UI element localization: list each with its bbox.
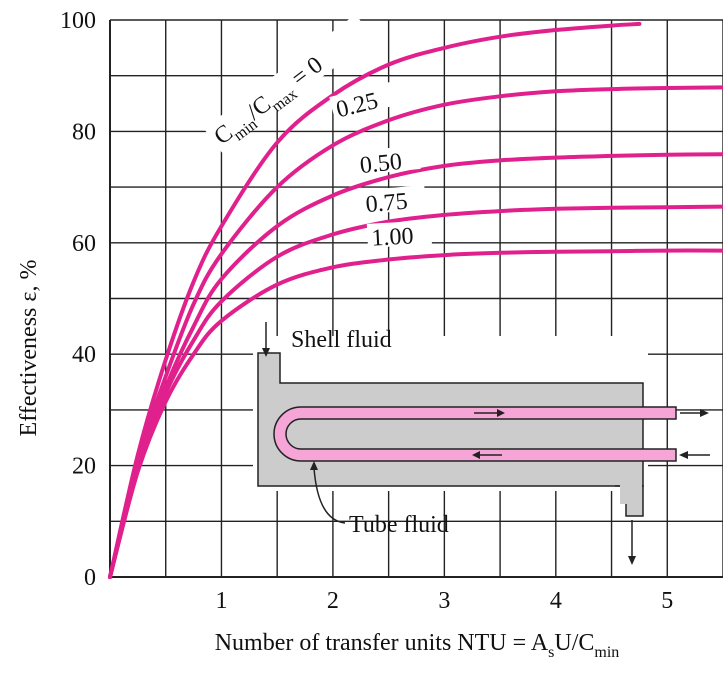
curve-label-backing (360, 185, 427, 215)
y-tick-label: 20 (72, 454, 96, 480)
curve-label-0: Cmin/Cmax = 0 (209, 52, 330, 154)
y-axis-label: Effectiveness ε, % (16, 260, 42, 437)
shell-inlet-arrow-head (262, 348, 270, 357)
y-tick-label: 40 (72, 342, 96, 368)
tick-labels: 1 2 3 4 5 0 20 40 60 80 100 (60, 8, 673, 614)
heat-exchanger-diagram: Shell fluid Tube fluid (253, 322, 710, 565)
u-tube (273, 406, 677, 462)
shell-fluid-label: Shell fluid (291, 327, 392, 353)
tube-outlet-arrow-head (700, 409, 709, 417)
shell-outlet-arrow-head (628, 556, 636, 565)
tube-inlet-arrow-head (679, 451, 688, 459)
x-axis-label: Number of transfer units NTU = AsU/Cmin (215, 630, 620, 661)
tube-fluid-leader-head (310, 461, 318, 470)
tube-flow-arrow-top-head (497, 409, 505, 417)
curves (108, 21, 723, 579)
curve-label-1.00: 1.00 (371, 223, 414, 251)
tube-fluid-leader (313, 467, 346, 524)
y-tick-label: 100 (60, 8, 96, 34)
shell-body-right-fill (620, 384, 642, 504)
x-tick-label: 3 (438, 588, 450, 614)
x-tick-label: 5 (661, 588, 673, 614)
series-line-0 (108, 21, 642, 579)
tube-flow-arrow-bottom-head (472, 451, 480, 459)
curve-label-0.50: 0.50 (359, 149, 403, 179)
series-line-0.25 (108, 85, 723, 579)
y-tick-label: 60 (72, 231, 96, 257)
curve-label-backing (366, 220, 432, 248)
tube-fluid-label: Tube fluid (349, 512, 449, 538)
y-tick-label: 0 (84, 565, 96, 591)
curve-label-0.75: 0.75 (365, 189, 409, 219)
curve-label-backing (354, 145, 421, 176)
x-axis-label-sub-min: min (594, 644, 619, 661)
x-tick-label: 4 (550, 588, 562, 614)
curve-label-0.25: 0.25 (334, 88, 381, 123)
series-line-1.00 (108, 248, 723, 579)
x-axis-label-main: Number of transfer units NTU = A (215, 630, 549, 656)
series-line-0.75 (108, 204, 723, 579)
y-tick-label: 80 (72, 119, 96, 145)
curve-labels: 0.25 0.50 0.75 1.00 Cmin/Cmax = 0 (203, 14, 432, 252)
x-axis-label-sub-s: s (548, 644, 554, 661)
x-tick-label: 2 (327, 588, 339, 614)
curve-label-backing (329, 81, 398, 121)
x-axis-label-mid: U/C (554, 630, 594, 656)
curve-label-backing (203, 14, 374, 153)
x-tick-label: 1 (215, 588, 227, 614)
